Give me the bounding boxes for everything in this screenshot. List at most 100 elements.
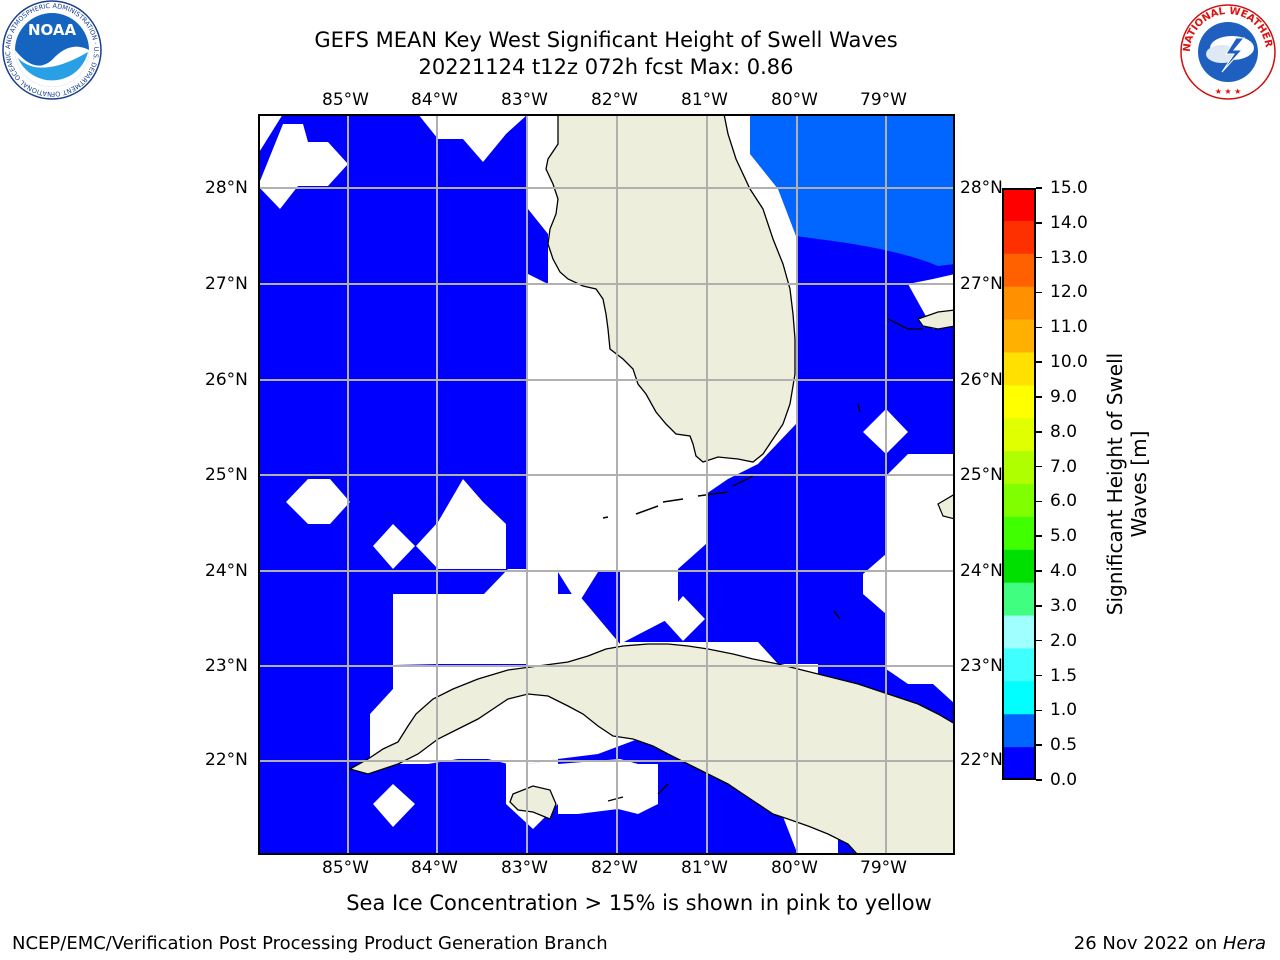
lat-tick-left: 26°N bbox=[205, 370, 248, 390]
colorbar-tick-label: 1.0 bbox=[1050, 700, 1078, 721]
colorbar-label-line1: Significant Height of Swell bbox=[1103, 352, 1127, 616]
nws-logo: NATIONAL WEATHER SERVICE ★ ★ ★ bbox=[1172, 0, 1280, 100]
colorbar-tick-mark bbox=[1036, 605, 1042, 607]
graticule bbox=[258, 114, 955, 855]
colorbar-tick-label: 5.0 bbox=[1050, 526, 1078, 547]
colorbar-tick-label: 0.0 bbox=[1050, 770, 1078, 790]
footer-credit: NCEP/EMC/Verification Post Processing Pr… bbox=[12, 933, 608, 954]
colorbar-segment bbox=[1002, 385, 1036, 419]
colorbar-tick-label: 6.0 bbox=[1050, 491, 1078, 512]
colorbar-segment bbox=[1002, 516, 1036, 551]
colorbar-tick-mark bbox=[1036, 291, 1042, 294]
colorbar-tick-label: 11.0 bbox=[1050, 317, 1088, 338]
colorbar-tick-mark bbox=[1036, 396, 1042, 398]
lon-tick-bottom: 82°W bbox=[591, 858, 638, 878]
footer-date: 26 Nov 2022 on Hera bbox=[1074, 933, 1266, 954]
colorbar-tick-label: 2.0 bbox=[1050, 630, 1078, 651]
colorbar-tick-label: 7.0 bbox=[1050, 456, 1078, 477]
colorbar-tick-mark bbox=[1036, 256, 1042, 259]
colorbar-tick-mark bbox=[1036, 674, 1042, 677]
sea-ice-caption: Sea Ice Concentration > 15% is shown in … bbox=[346, 891, 932, 915]
plot-title-line1: GEFS MEAN Key West Significant Height of… bbox=[314, 28, 898, 52]
colorbar-tick-mark bbox=[1036, 361, 1042, 363]
colorbar-tick-label: 15.0 bbox=[1050, 178, 1088, 198]
colorbar-segment bbox=[1002, 253, 1036, 288]
lat-tick-left: 23°N bbox=[205, 656, 248, 676]
colorbar-tick-mark bbox=[1036, 535, 1042, 537]
lat-tick-right: 28°N bbox=[960, 178, 1003, 198]
colorbar-frame bbox=[1002, 188, 1036, 780]
lon-tick-top: 84°W bbox=[411, 90, 458, 110]
map-panel bbox=[258, 113, 956, 856]
colorbar-tick-mark bbox=[1036, 779, 1042, 781]
colorbar-tick-label: 8.0 bbox=[1050, 421, 1078, 442]
colorbar-segment bbox=[1002, 220, 1036, 255]
colorbar bbox=[1002, 188, 1036, 781]
colorbar-segment bbox=[1002, 484, 1036, 518]
colorbar-ticks: 15.0 14.0 13.0 12.0 11.0 10.0 9.0 8.0 7.0 6.0 5.0 4… bbox=[1036, 179, 1106, 789]
colorbar-tick-mark bbox=[1036, 187, 1042, 189]
colorbar-tick-label: 12.0 bbox=[1050, 282, 1088, 303]
colorbar-segment bbox=[1002, 714, 1036, 748]
colorbar-segment bbox=[1002, 451, 1036, 485]
colorbar-tick-mark bbox=[1036, 431, 1042, 433]
colorbar-tick-mark bbox=[1036, 639, 1042, 642]
lon-tick-bottom: 84°W bbox=[411, 858, 458, 878]
lat-tick-right: 27°N bbox=[960, 274, 1003, 294]
lat-tick-left: 25°N bbox=[205, 465, 248, 485]
colorbar-tick-mark bbox=[1036, 570, 1042, 572]
noaa-logo: NOAA NATIONAL OCEANIC AND ATMOSPHERIC AD… bbox=[0, 0, 110, 100]
colorbar-tick-mark bbox=[1036, 465, 1042, 468]
lon-tick-top: 80°W bbox=[771, 90, 818, 110]
colorbar-tick-label: 4.0 bbox=[1050, 561, 1078, 582]
lon-tick-top: 79°W bbox=[860, 90, 907, 110]
lat-tick-right: 24°N bbox=[960, 561, 1003, 581]
colorbar-segment bbox=[1002, 319, 1036, 353]
lon-tick-bottom: 80°W bbox=[771, 858, 818, 878]
florida-keys bbox=[602, 475, 754, 519]
lon-tick-top: 82°W bbox=[591, 90, 638, 110]
lat-tick-left: 22°N bbox=[205, 750, 248, 770]
colorbar-tick-mark bbox=[1036, 222, 1042, 224]
lat-tick-right: 23°N bbox=[960, 656, 1003, 676]
lon-tick-top: 85°W bbox=[322, 90, 369, 110]
colorbar-tick-mark bbox=[1036, 500, 1042, 503]
colorbar-tick-label: 3.0 bbox=[1050, 595, 1078, 616]
lat-tick-right: 25°N bbox=[960, 465, 1003, 485]
colorbar-segment bbox=[1002, 418, 1036, 452]
colorbar-segment bbox=[1002, 681, 1036, 715]
colorbar-tick-label: 0.5 bbox=[1050, 735, 1078, 756]
isla-de-la-juventud bbox=[509, 785, 557, 820]
colorbar-segment bbox=[1002, 188, 1036, 222]
lon-tick-bottom: 81°W bbox=[681, 858, 728, 878]
colorbar-label-line2: Waves [m] bbox=[1127, 430, 1151, 538]
colorbar-segment bbox=[1002, 286, 1036, 321]
map-frame bbox=[258, 114, 955, 855]
lat-tick-left: 28°N bbox=[205, 178, 248, 198]
colorbar-tick-mark bbox=[1036, 709, 1042, 712]
colorbar-tick-label: 10.0 bbox=[1050, 352, 1088, 373]
colorbar-segment bbox=[1002, 648, 1036, 682]
colorbar-tick-label: 14.0 bbox=[1050, 212, 1088, 233]
lon-tick-top: 83°W bbox=[501, 90, 548, 110]
svg-text:★ ★ ★: ★ ★ ★ bbox=[1215, 87, 1242, 96]
footer-date-text: 26 Nov 2022 on bbox=[1073, 933, 1223, 954]
colorbar-segment bbox=[1002, 352, 1036, 386]
lat-tick-right: 26°N bbox=[960, 370, 1003, 390]
plot-title-line2: 20221124 t12z 072h fcst Max: 0.86 bbox=[418, 55, 794, 79]
colorbar-tick-mark bbox=[1036, 744, 1042, 746]
lon-tick-top: 81°W bbox=[681, 90, 728, 110]
noaa-logo-text: NOAA bbox=[28, 21, 77, 39]
colorbar-segment bbox=[1002, 615, 1036, 649]
lon-tick-bottom: 85°W bbox=[322, 858, 369, 878]
lat-tick-left: 24°N bbox=[205, 561, 248, 581]
lat-tick-right: 22°N bbox=[960, 750, 1003, 770]
footer-host: Hera bbox=[1222, 933, 1266, 954]
colorbar-segment bbox=[1002, 747, 1036, 781]
colorbar-tick-label: 9.0 bbox=[1050, 386, 1078, 407]
lat-tick-left: 27°N bbox=[205, 274, 248, 294]
colorbar-tick-label: 13.0 bbox=[1050, 247, 1088, 268]
colorbar-segment bbox=[1002, 549, 1036, 584]
lon-tick-bottom: 79°W bbox=[860, 858, 907, 878]
colorbar-segment bbox=[1002, 582, 1036, 617]
